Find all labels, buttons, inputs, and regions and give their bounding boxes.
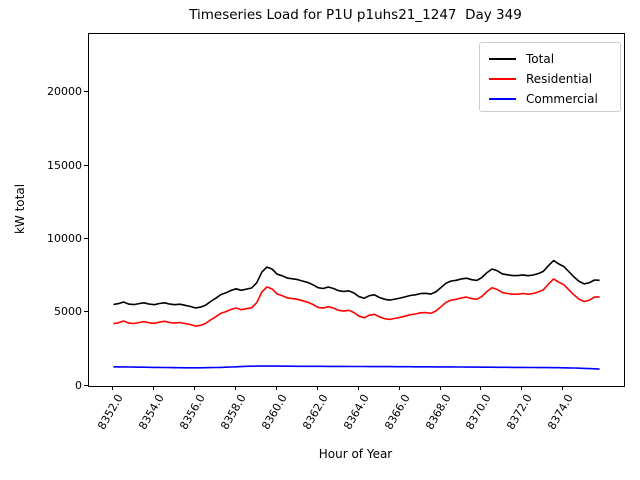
chart-title: Timeseries Load for P1U p1uhs21_1247 Day…	[189, 7, 522, 23]
y-tick-label: 5000	[54, 305, 82, 319]
series-line-commercial	[113, 365, 600, 370]
y-tick-mark	[84, 384, 88, 386]
x-tick-mark	[480, 386, 482, 390]
legend-line-sample	[489, 98, 516, 100]
legend-entry: Commercial	[489, 89, 612, 109]
x-tick-mark	[439, 386, 441, 390]
y-tick-mark	[84, 237, 88, 239]
legend-label: Commercial	[526, 92, 598, 106]
y-axis-label: kW total	[13, 183, 27, 235]
y-tick-mark	[84, 91, 88, 93]
x-tick-mark	[316, 386, 318, 390]
y-tick-mark	[84, 164, 88, 166]
x-tick-mark	[111, 386, 113, 390]
x-axis-label: Hour of Year	[318, 447, 393, 461]
x-tick-mark	[521, 386, 523, 390]
y-tick-label: 20000	[47, 85, 82, 99]
series-line-total	[113, 259, 600, 309]
legend-entry: Residential	[489, 69, 612, 89]
x-tick-mark	[193, 386, 195, 390]
legend-label: Residential	[526, 72, 593, 86]
x-tick-mark	[152, 386, 154, 390]
y-tick-label: 10000	[47, 231, 82, 245]
y-tick-label: 0	[75, 378, 82, 392]
legend-line-sample	[489, 58, 516, 60]
legend-label: Total	[526, 52, 555, 66]
y-tick-label: 15000	[47, 158, 82, 172]
x-tick-mark	[234, 386, 236, 390]
y-tick-mark	[84, 311, 88, 313]
legend-entry: Total	[489, 49, 612, 69]
x-tick-mark	[562, 386, 564, 390]
x-tick-mark	[275, 386, 277, 390]
x-tick-mark	[357, 386, 359, 390]
x-tick-mark	[398, 386, 400, 390]
legend: Total Residential Commercial	[479, 42, 621, 112]
legend-line-sample	[489, 78, 516, 80]
plot-svg	[113, 259, 600, 370]
series-line-residential	[113, 278, 600, 327]
